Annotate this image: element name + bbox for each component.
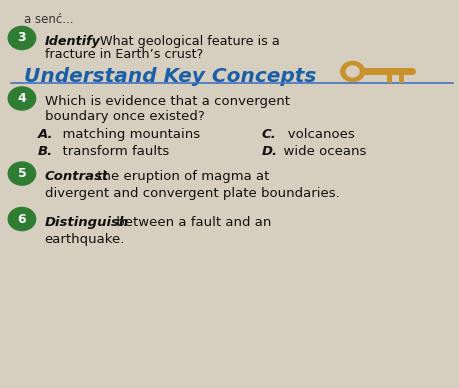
Text: Which is evidence that a convergent: Which is evidence that a convergent (45, 95, 290, 108)
Circle shape (346, 66, 359, 77)
Text: transform faults: transform faults (54, 145, 169, 158)
Text: matching mountains: matching mountains (54, 128, 200, 141)
Text: D.: D. (262, 145, 277, 158)
Text: 4: 4 (17, 92, 26, 105)
Text: volcanoes: volcanoes (275, 128, 355, 141)
Circle shape (8, 162, 36, 185)
Text: 6: 6 (17, 213, 26, 225)
Text: Contrast: Contrast (45, 170, 109, 183)
Text: between a fault and an: between a fault and an (112, 216, 272, 229)
Text: a senć...: a senć... (24, 13, 74, 26)
Text: earthquake.: earthquake. (45, 232, 125, 246)
Text: Identify: Identify (45, 35, 101, 48)
Circle shape (8, 26, 36, 50)
Text: wide oceans: wide oceans (275, 145, 366, 158)
Text: B.: B. (38, 145, 53, 158)
Text: C.: C. (262, 128, 276, 141)
Text: Distinguish: Distinguish (45, 216, 129, 229)
Text: Understand Key Concepts: Understand Key Concepts (24, 67, 317, 86)
Text: What geological feature is a: What geological feature is a (96, 35, 280, 48)
Circle shape (8, 208, 36, 230)
Circle shape (8, 87, 36, 110)
Text: the eruption of magma at: the eruption of magma at (93, 170, 269, 183)
Text: fracture in Earth’s crust?: fracture in Earth’s crust? (45, 48, 203, 61)
Text: divergent and convergent plate boundaries.: divergent and convergent plate boundarie… (45, 187, 340, 200)
Text: boundary once existed?: boundary once existed? (45, 110, 204, 123)
Circle shape (341, 61, 364, 81)
Text: A.: A. (38, 128, 53, 141)
Text: 5: 5 (17, 167, 26, 180)
Text: 3: 3 (17, 31, 26, 45)
